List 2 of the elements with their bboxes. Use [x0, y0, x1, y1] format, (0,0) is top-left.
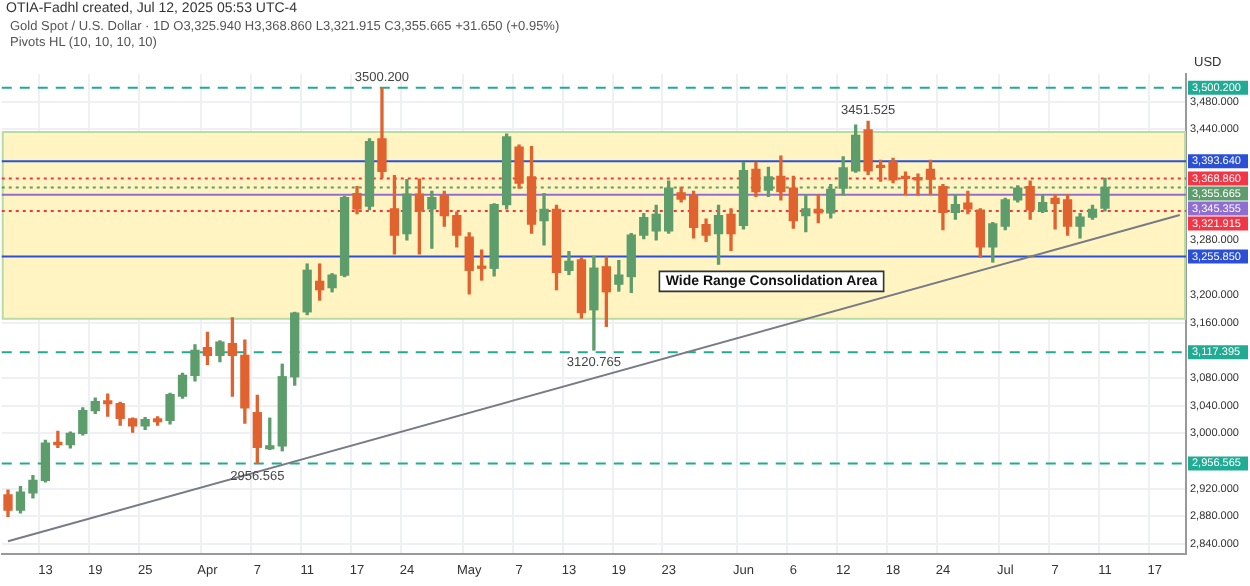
candlestick — [53, 430, 63, 448]
candlestick — [539, 192, 549, 246]
